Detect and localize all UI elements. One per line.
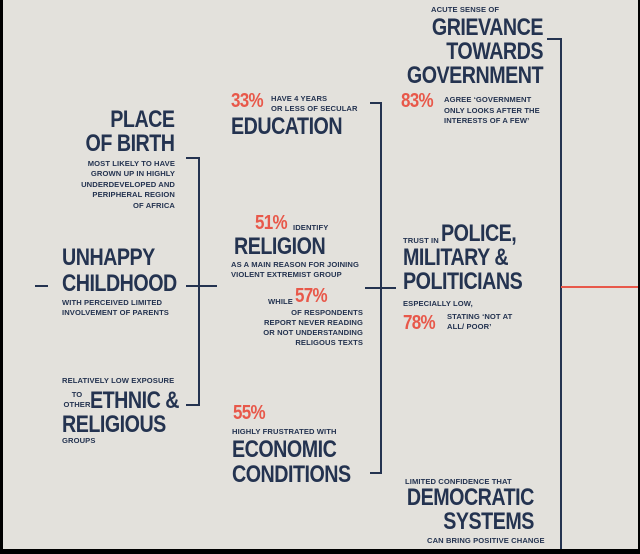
- bracket-1-spine: [198, 157, 200, 406]
- grievance-title: GRIEVANCE TOWARDS GOVERNMENT: [406, 14, 544, 89]
- ethnic-religious-to-other: TO OTHER: [63, 390, 91, 409]
- religion-percent-2: 57%: [295, 285, 328, 307]
- religion-identify: IDENTIFY: [293, 223, 329, 232]
- religion-description: AS A MAIN REASON FOR JOINING VIOLENT EXT…: [231, 260, 359, 279]
- bracket-3-spine: [560, 38, 562, 549]
- education-description: HAVE 4 YEARS OR LESS OF SECULAR: [271, 94, 358, 113]
- religion-description-2: OF RESPONDENTS REPORT NEVER READING OR N…: [263, 308, 363, 347]
- religion-percent: 51%: [255, 212, 288, 234]
- ethnic-religious-tail: GROUPS: [62, 436, 96, 445]
- trust-description: STATING ‘NOT AT ALL/ POOR’: [447, 312, 513, 331]
- democratic-tail: CAN BRING POSITIVE CHANGE: [427, 536, 545, 545]
- religion-while: WHILE: [268, 297, 293, 306]
- trust-intro: TRUST IN: [403, 236, 439, 245]
- bracket-2-top: [370, 102, 382, 104]
- bracket-1-top: [186, 157, 200, 159]
- education-percent: 33%: [231, 90, 264, 112]
- diagram-canvas: PLACE OF BIRTH MOST LIKELY TO HAVE GROWN…: [3, 0, 638, 549]
- bracket-3-top: [547, 38, 562, 40]
- democratic-title: DEMOCRATIC SYSTEMS: [406, 484, 535, 535]
- bracket-2-bottom: [370, 472, 382, 474]
- bracket-2-out: [365, 287, 396, 289]
- economic-percent: 55%: [233, 402, 266, 424]
- religion-title: RELIGION: [234, 233, 326, 260]
- bracket-1-out: [199, 285, 217, 287]
- ethnic-religious-intro: RELATIVELY LOW EXPOSURE: [62, 376, 175, 385]
- unhappy-childhood-description: WITH PERCEIVED LIMITED INVOLVEMENT OF PA…: [62, 298, 169, 318]
- unhappy-childhood-title: UNHAPPY CHILDHOOD: [62, 244, 177, 297]
- economic-title: ECONOMIC CONDITIONS: [232, 436, 351, 488]
- trust-low: ESPECIALLY LOW,: [403, 299, 473, 308]
- bracket-1-bottom: [186, 404, 200, 406]
- education-title: EDUCATION: [231, 113, 343, 140]
- ethnic-religious-title: ETHNIC &: [90, 387, 180, 414]
- economic-description: HIGHLY FRUSTRATED WITH: [232, 427, 337, 436]
- bracket-1-middle: [186, 285, 200, 287]
- trust-title: POLICE,: [441, 220, 517, 247]
- place-of-birth-title: PLACE OF BIRTH: [86, 106, 175, 157]
- democratic-intro: LIMITED CONFIDENCE THAT: [405, 477, 512, 486]
- place-of-birth-description: MOST LIKELY TO HAVE GROWN UP IN HIGHLY U…: [81, 159, 175, 210]
- trust-percent: 78%: [403, 312, 436, 334]
- ethnic-religious-title-2: RELIGIOUS: [62, 411, 166, 438]
- bracket-3-out-line: [561, 286, 638, 288]
- grievance-intro: ACUTE SENSE OF: [431, 5, 500, 14]
- grievance-description: AGREE ‘GOVERNMENT ONLY LOOKS AFTER THE I…: [444, 95, 540, 125]
- grievance-percent: 83%: [401, 90, 434, 112]
- trust-title-2: MILITARY & POLITICIANS: [403, 244, 523, 295]
- left-connector-line: [35, 285, 48, 287]
